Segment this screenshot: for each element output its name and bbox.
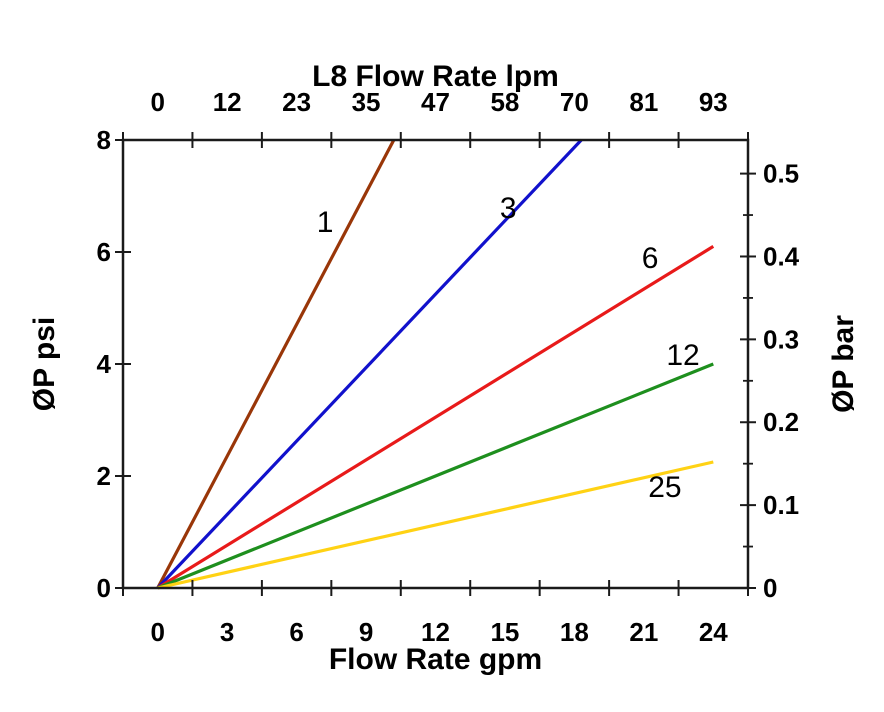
bottom-tick-label: 6 xyxy=(289,617,303,647)
series-line-3 xyxy=(156,138,583,590)
series-line-12 xyxy=(157,362,714,590)
right-tick-label: 0.5 xyxy=(763,159,799,189)
series-label-12: 12 xyxy=(666,339,699,372)
top-tick-label: 0 xyxy=(150,87,164,117)
right-tick-label: 0.4 xyxy=(763,241,800,271)
left-tick-label: 6 xyxy=(97,237,111,267)
bottom-tick-label: 21 xyxy=(629,617,658,647)
bottom-axis-title: Flow Rate gpm xyxy=(329,643,542,676)
left-tick-label: 4 xyxy=(97,349,112,379)
series-label-1: 1 xyxy=(317,206,334,239)
right-axis-title: ØP bar xyxy=(827,315,860,413)
bottom-tick-label: 15 xyxy=(490,617,519,647)
left-axis-title: ØP psi xyxy=(28,317,61,411)
right-tick-label: 0.1 xyxy=(763,490,799,520)
bottom-tick-label: 9 xyxy=(359,617,373,647)
bottom-tick-label: 3 xyxy=(220,617,234,647)
left-tick-label: 0 xyxy=(97,573,111,603)
top-tick-label: 23 xyxy=(282,87,311,117)
left-tick-label: 2 xyxy=(97,461,111,491)
series-label-6: 6 xyxy=(642,242,659,275)
bottom-tick-label: 0 xyxy=(150,617,164,647)
series-line-25 xyxy=(157,460,714,590)
top-tick-label: 58 xyxy=(490,87,519,117)
bottom-tick-label: 24 xyxy=(699,617,728,647)
right-tick-label: 0 xyxy=(763,573,777,603)
series-label-25: 25 xyxy=(648,471,681,504)
top-tick-label: 81 xyxy=(629,87,658,117)
top-tick-label: 47 xyxy=(421,87,450,117)
top-tick-label: 12 xyxy=(213,87,242,117)
top-tick-label: 70 xyxy=(560,87,589,117)
top-axis-title: L8 Flow Rate lpm xyxy=(312,60,559,93)
series-line-1 xyxy=(156,139,396,589)
series-label-3: 3 xyxy=(500,192,517,225)
bottom-tick-label: 18 xyxy=(560,617,589,647)
right-tick-label: 0.2 xyxy=(763,407,799,437)
right-tick-label: 0.3 xyxy=(763,324,799,354)
bottom-tick-label: 12 xyxy=(421,617,450,647)
top-tick-label: 35 xyxy=(352,87,381,117)
left-tick-label: 8 xyxy=(97,125,111,155)
plot-frame xyxy=(121,138,750,590)
series-line-6 xyxy=(156,245,715,590)
top-tick-label: 93 xyxy=(699,87,728,117)
